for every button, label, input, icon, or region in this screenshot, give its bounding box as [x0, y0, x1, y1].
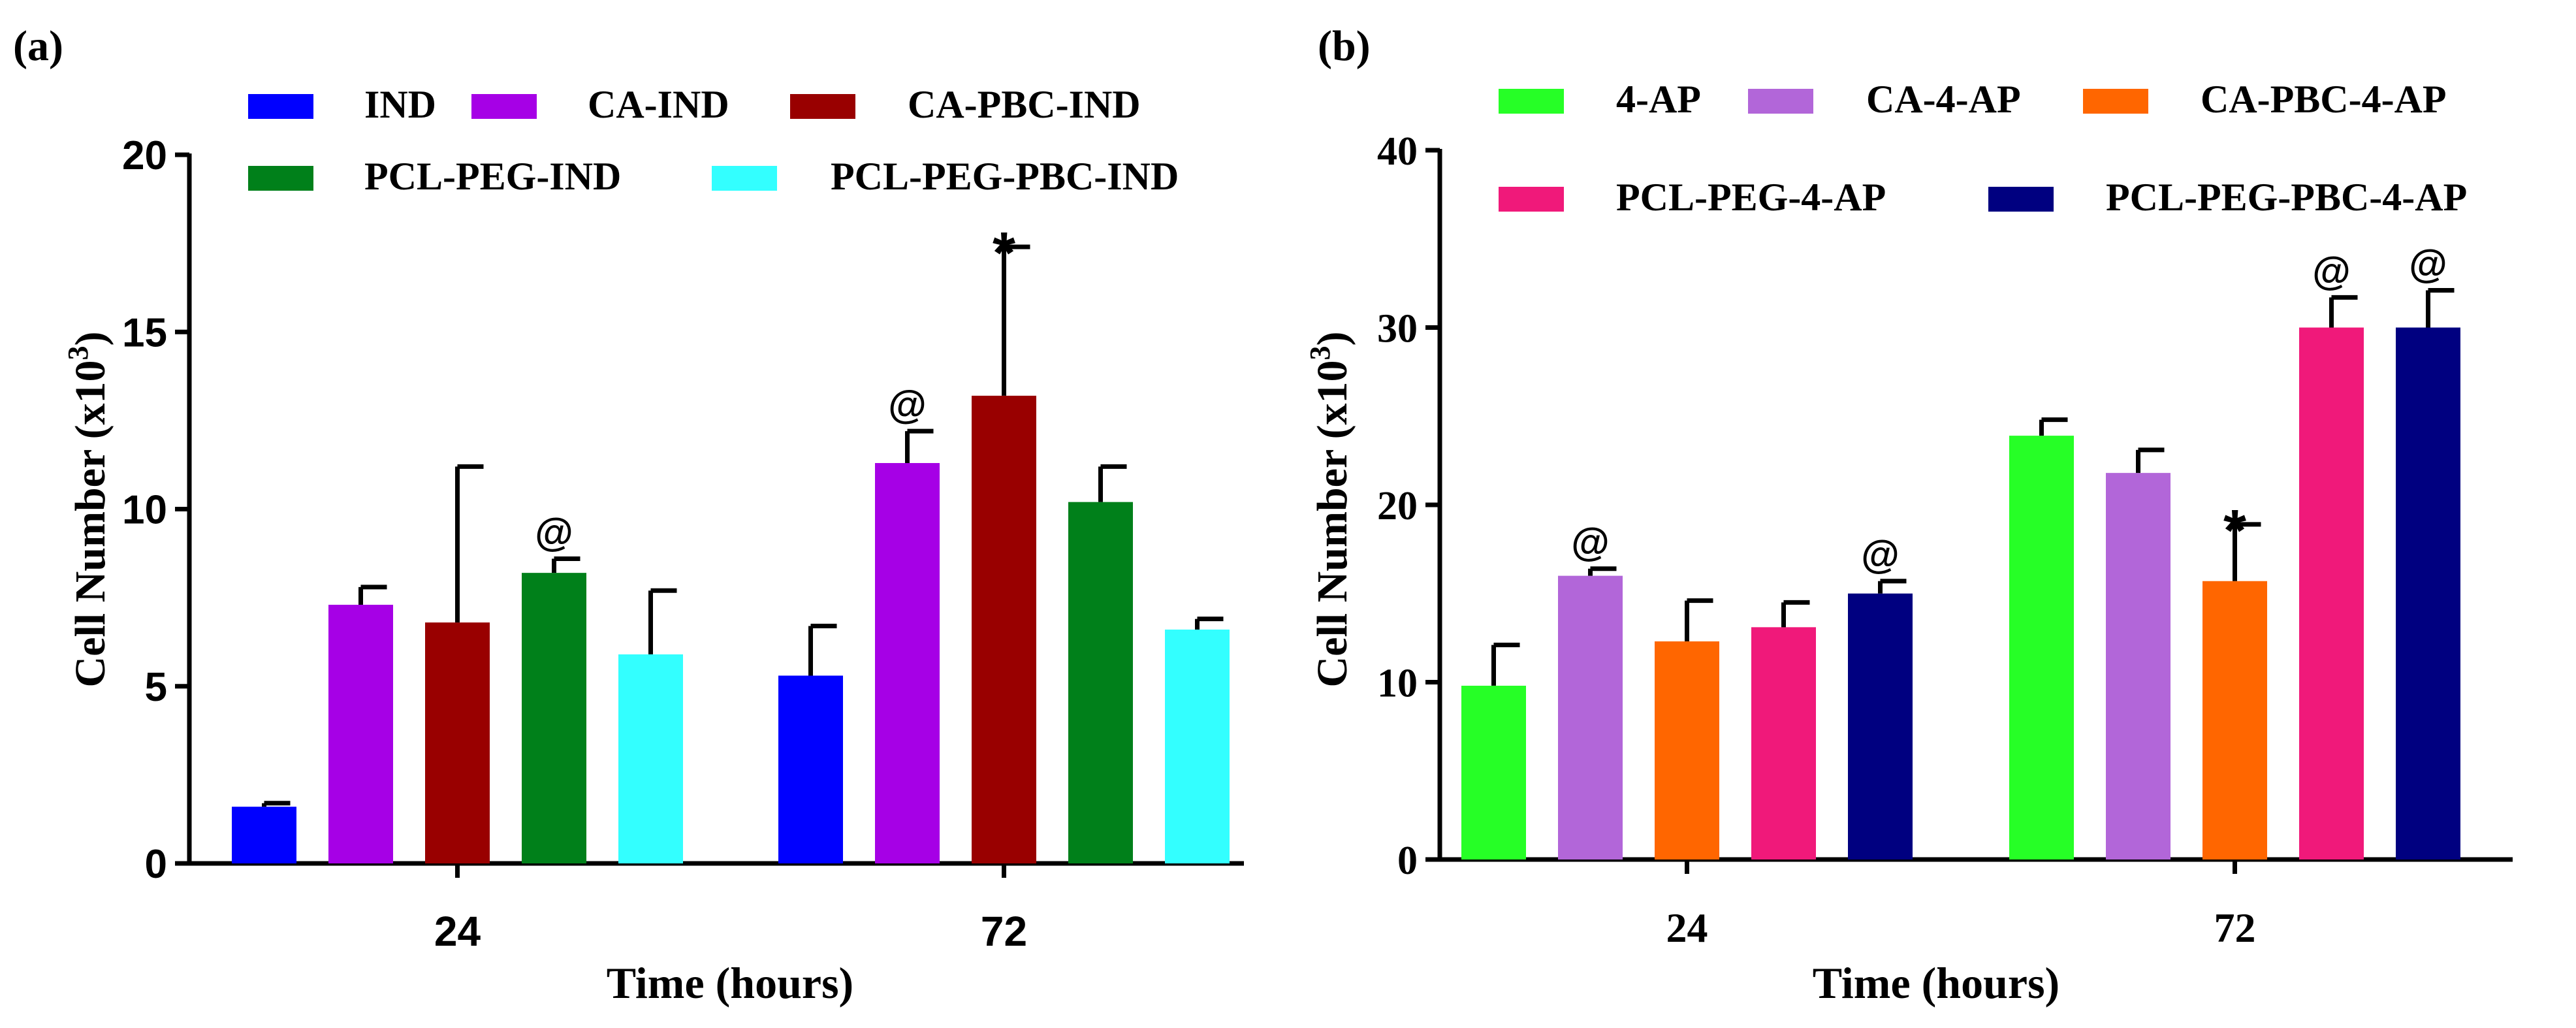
- significance-at: @: [535, 510, 573, 554]
- y-axis-label: Cell Number (x103): [62, 331, 114, 687]
- significance-at: @: [2409, 242, 2447, 285]
- legend-label: IND: [364, 83, 436, 126]
- bar: [1068, 502, 1133, 863]
- bar: [1848, 593, 1913, 859]
- legend-label: CA-PBC-4-AP: [2201, 78, 2447, 121]
- significance-at: @: [1571, 521, 1610, 564]
- bar: [875, 462, 940, 863]
- bar: [972, 395, 1036, 863]
- significance-star: *: [2223, 498, 2246, 564]
- y-tick-label: 20: [1377, 484, 1418, 528]
- legend-swatch: [1499, 187, 1564, 212]
- legend-label: PCL-PEG-PBC-4-AP: [2106, 176, 2467, 219]
- y-axis-label-main: Cell Number (x10: [1309, 360, 1356, 687]
- legend-label: PCL-PEG-PBC-IND: [831, 155, 1179, 198]
- bar: [2106, 473, 2171, 859]
- y-tick-label: 15: [122, 310, 167, 355]
- y-tick-label: 30: [1377, 307, 1418, 351]
- bar: [232, 807, 296, 863]
- bar: [1165, 629, 1230, 863]
- y-tick-label: 10: [1377, 662, 1418, 706]
- significance-at: @: [1861, 533, 1900, 577]
- x-category-label: 72: [2214, 905, 2256, 951]
- y-axis-label: Cell Number (x103): [1304, 331, 1356, 687]
- bar: [618, 654, 683, 863]
- legend-swatch: [248, 94, 313, 119]
- legend-swatch: [712, 166, 777, 191]
- legend-label: 4-AP: [1616, 78, 1701, 121]
- x-axis-label: Time (hours): [607, 958, 853, 1008]
- y-axis-label-superscript: 3: [1304, 345, 1336, 360]
- y-axis-label-close: ): [67, 331, 114, 345]
- legend-swatch: [248, 166, 313, 191]
- bar: [778, 675, 843, 863]
- y-axis-label-close: ): [1309, 331, 1356, 345]
- panel-a: (a) 0 5 10 15 20 Cell Number (x103) 24 @72 @ * Time…: [13, 22, 1244, 1008]
- significance-at: @: [2312, 249, 2351, 293]
- bar: [425, 622, 490, 863]
- panel-label: (b): [1318, 22, 1371, 70]
- legend-label: CA-IND: [588, 83, 729, 126]
- legend-swatch: [790, 94, 855, 119]
- bar: [2396, 327, 2460, 859]
- y-tick-label: 5: [145, 665, 167, 710]
- legend-swatch: [2083, 89, 2148, 114]
- bar: [1558, 575, 1623, 859]
- y-tick-label: 10: [122, 488, 167, 533]
- bar: [522, 573, 586, 863]
- significance-star: *: [993, 221, 1015, 286]
- bar: [1461, 685, 1526, 859]
- legend-swatch: [1748, 89, 1813, 114]
- legend-label: PCL-PEG-4-AP: [1616, 176, 1886, 219]
- y-tick-label: 40: [1377, 129, 1418, 174]
- legend-label: PCL-PEG-IND: [364, 155, 621, 198]
- y-tick-label: 20: [122, 133, 167, 178]
- legend-swatch: [471, 94, 537, 119]
- x-category-label: 72: [981, 908, 1027, 955]
- bar: [2009, 436, 2074, 859]
- bar: [2202, 581, 2267, 859]
- x-axis-label: Time (hours): [1813, 958, 2059, 1008]
- x-category-label: 24: [434, 908, 481, 955]
- panel-label: (a): [13, 22, 63, 70]
- legend-label: CA-PBC-IND: [908, 83, 1141, 126]
- significance-at: @: [888, 383, 927, 426]
- legend-swatch: [1499, 89, 1564, 114]
- bar: [1751, 627, 1816, 859]
- y-axis-label-main: Cell Number (x10: [67, 360, 114, 687]
- bar: [2299, 327, 2364, 859]
- x-category-label: 24: [1666, 905, 1708, 951]
- y-axis-label-superscript: 3: [62, 345, 94, 360]
- bar: [1655, 641, 1719, 859]
- legend-swatch: [1988, 187, 2054, 212]
- legend-label: CA-4-AP: [1866, 78, 2021, 121]
- bar: [328, 604, 393, 863]
- y-tick-label: 0: [145, 842, 167, 887]
- panel-b: (b) 0 10 20 30 40 Cell Number (x103) 24 @ @72 * @ @ T…: [1304, 22, 2513, 1008]
- y-tick-label: 0: [1397, 839, 1418, 883]
